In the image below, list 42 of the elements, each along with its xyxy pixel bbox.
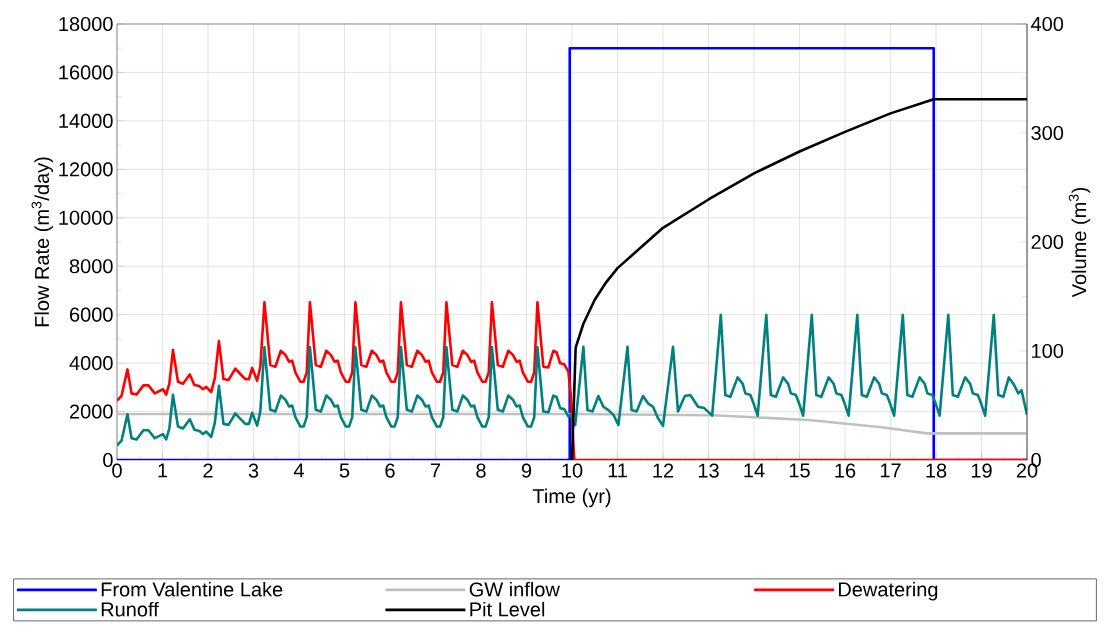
y-tick-label: 0: [103, 452, 113, 468]
x-tick-label: 17: [880, 463, 901, 478]
x-tick-label: 5: [339, 463, 350, 478]
line-series: [117, 313, 1027, 447]
legend-label: Pit Level: [470, 601, 545, 617]
x-tick-label: 14: [744, 463, 765, 478]
legend-label: Runoff: [101, 601, 159, 617]
x-tick-label: 7: [430, 463, 441, 478]
x-axis-title: Time (yr): [532, 488, 611, 508]
legend-label: From Valentine Lake: [101, 581, 283, 597]
x-tick-label: 3: [248, 463, 259, 478]
x-tick-label: 18: [926, 463, 947, 478]
x-tick-label: 15: [789, 463, 810, 478]
y2-tick-label: 400: [1031, 16, 1064, 32]
y-axis-title: Flow Rate (m$^{3}$/day): [31, 157, 53, 327]
x-tick-label: 11: [608, 463, 627, 478]
x-tick-label: 12: [653, 463, 674, 478]
y-tick-label: 6000: [70, 307, 113, 322]
x-tick-label: 2: [203, 463, 213, 478]
x-tick-label: 16: [835, 463, 856, 478]
x-tick-label: 19: [971, 463, 992, 478]
y2-tick-label: 300: [1031, 125, 1064, 141]
y-tick-label: 18000: [59, 16, 113, 32]
y-tick-label: 10000: [59, 210, 113, 225]
x-tick-label: 13: [698, 463, 719, 478]
y-tick-label: 4000: [69, 356, 113, 371]
y-tick-label: 12000: [59, 162, 113, 177]
x-tick-label: 4: [293, 463, 304, 478]
x-tick-label: 1: [158, 463, 168, 478]
y2-tick-label: 200: [1031, 234, 1064, 250]
x-tick-label: 10: [562, 463, 583, 478]
y-tick-label: 16000: [59, 65, 113, 80]
y-tick-label: 8000: [69, 259, 113, 274]
legend-label: Dewatering: [839, 581, 938, 601]
x-tick-label: 6: [385, 463, 395, 478]
x-tick-label: 9: [521, 463, 532, 478]
y-tick-label: 14000: [59, 113, 113, 128]
legend-label: GW inflow: [469, 581, 560, 597]
y-tick-label: 2000: [69, 404, 113, 419]
x-tick-label: 8: [476, 463, 486, 478]
y2-tick-label: 100: [1032, 343, 1064, 359]
y2-axis-title: Volume (m$^{3}$): [1068, 187, 1091, 298]
